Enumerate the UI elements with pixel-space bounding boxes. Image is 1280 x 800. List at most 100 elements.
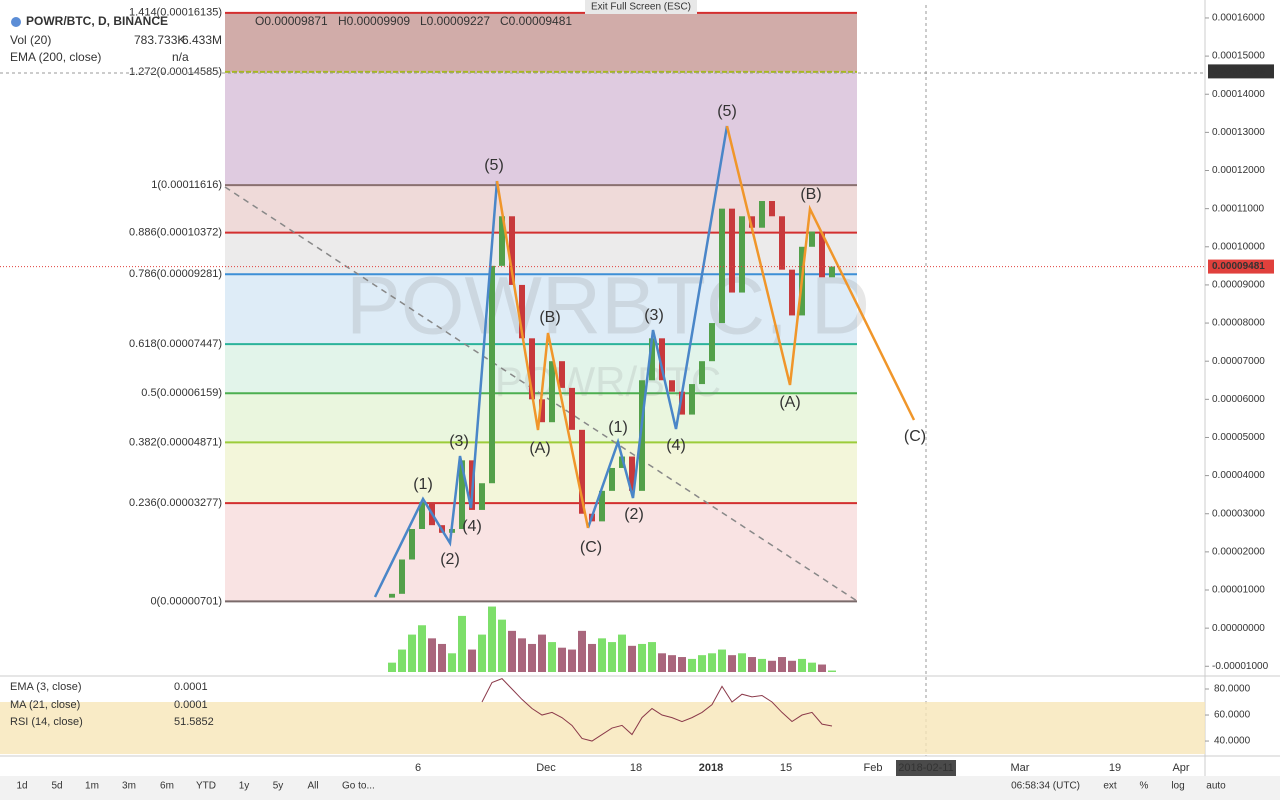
range-button[interactable]: All bbox=[307, 781, 318, 792]
range-button[interactable]: 6m bbox=[160, 781, 174, 792]
y-tick-label: 0.00012000 bbox=[1212, 165, 1265, 176]
candle bbox=[779, 216, 785, 270]
y-tick-label: 0.00015000 bbox=[1212, 51, 1265, 62]
indicator-name[interactable]: EMA (200, close) bbox=[10, 50, 101, 64]
volume-bar bbox=[738, 653, 746, 672]
volume-bar bbox=[498, 619, 506, 672]
candle bbox=[459, 460, 465, 529]
fib-label: 1(0.00011616) bbox=[151, 179, 222, 191]
option-button[interactable]: ext bbox=[1103, 781, 1117, 792]
candle bbox=[529, 338, 535, 400]
candle bbox=[509, 216, 515, 285]
range-button[interactable]: 3m bbox=[122, 781, 136, 792]
y-tick-label: 0.00001000 bbox=[1212, 585, 1265, 596]
range-button[interactable]: 1d bbox=[16, 781, 27, 792]
fib-label: 1.414(0.00016135) bbox=[129, 7, 222, 19]
fib-zone bbox=[225, 442, 857, 504]
volume-bar bbox=[538, 634, 546, 672]
candle bbox=[679, 391, 685, 415]
exit-fullscreen-text[interactable]: Exit Full Screen (ESC) bbox=[591, 2, 691, 13]
volume-bar bbox=[428, 638, 436, 672]
indicator-name[interactable]: Vol (20) bbox=[10, 33, 51, 47]
wave-label: (1) bbox=[608, 419, 628, 436]
price-marker-label: 0.00009481 bbox=[1212, 261, 1265, 272]
cursor-date: 2018-02-11 bbox=[898, 762, 953, 774]
candle bbox=[399, 559, 405, 594]
candle bbox=[539, 399, 545, 423]
candle bbox=[789, 269, 795, 316]
fib-zone bbox=[225, 503, 857, 602]
candle bbox=[709, 323, 715, 362]
volume-bar bbox=[578, 630, 586, 672]
wave-label: (2) bbox=[624, 506, 644, 523]
volume-bar bbox=[688, 658, 696, 672]
candle bbox=[599, 490, 605, 522]
symbol[interactable]: POWR/BTC, D, BINANCE bbox=[26, 14, 168, 28]
range-button[interactable]: 1m bbox=[85, 781, 99, 792]
volume-bar bbox=[518, 638, 526, 672]
wave-label: (B) bbox=[539, 309, 560, 326]
indicator-name[interactable]: MA (21, close) bbox=[10, 699, 80, 711]
volume-bar bbox=[558, 647, 566, 672]
y-tick-label: -0.00001000 bbox=[1212, 661, 1269, 672]
y-tick-label: 0.00016000 bbox=[1212, 13, 1265, 24]
fib-label: 0.886(0.00010372) bbox=[129, 227, 222, 239]
candle bbox=[819, 231, 825, 278]
indicator-value: 51.5852 bbox=[174, 716, 214, 728]
volume-bar bbox=[528, 643, 536, 672]
y-tick-label: 0.00008000 bbox=[1212, 318, 1265, 329]
x-tick-label: Apr bbox=[1172, 762, 1189, 774]
x-tick-label: Dec bbox=[536, 762, 556, 774]
ohlc-value: O0.00009871 bbox=[255, 14, 328, 28]
range-button[interactable]: 1y bbox=[239, 781, 250, 792]
price-marker bbox=[1208, 64, 1274, 79]
fib-layer: 1.414(0.00016135) 1.272(0.00014585) 1(0.00… bbox=[129, 7, 857, 607]
y-tick-label: 0.00003000 bbox=[1212, 508, 1265, 519]
option-button[interactable]: auto bbox=[1206, 781, 1226, 792]
rsi-tick-label: 60.0000 bbox=[1214, 710, 1251, 721]
range-button[interactable]: YTD bbox=[196, 781, 216, 792]
indicator-name[interactable]: EMA (3, close) bbox=[10, 681, 82, 693]
candle bbox=[549, 361, 555, 423]
goto-button[interactable]: Go to... bbox=[342, 781, 375, 792]
exit-fullscreen[interactable] bbox=[585, 0, 697, 14]
candle bbox=[659, 338, 665, 381]
volume-bar bbox=[748, 657, 756, 672]
indicator-value: n/a bbox=[172, 50, 189, 64]
rsi-band bbox=[0, 702, 1205, 755]
ohlc: O0.00009871 H0.00009909 L0.00009227 C0.0000… bbox=[255, 14, 572, 28]
rsi-pane: 80.0000 60.0000 40.0000 bbox=[0, 678, 1251, 755]
x-tick-label: 15 bbox=[780, 762, 792, 774]
y-tick-label: 0.00000000 bbox=[1212, 623, 1265, 634]
range-button[interactable]: 5y bbox=[273, 781, 284, 792]
fib-zone bbox=[225, 232, 857, 275]
candle bbox=[689, 384, 695, 415]
cursor-date-box bbox=[896, 760, 956, 776]
candle bbox=[559, 361, 565, 388]
candle bbox=[719, 208, 725, 324]
x-tick-label: Feb bbox=[864, 762, 883, 774]
range-button[interactable]: 5d bbox=[51, 781, 62, 792]
option-button[interactable]: log bbox=[1171, 781, 1184, 792]
candle bbox=[619, 456, 625, 468]
volume-bar bbox=[678, 657, 686, 672]
wave-label: (2) bbox=[440, 551, 460, 568]
fib-zone bbox=[225, 274, 857, 345]
wave-line bbox=[373, 180, 499, 598]
option-button[interactable]: % bbox=[1140, 781, 1149, 792]
fib-zone bbox=[225, 71, 857, 186]
fib-label: 0.236(0.00003277) bbox=[129, 497, 222, 509]
volume-bar bbox=[478, 634, 486, 672]
volume-bar bbox=[388, 662, 396, 672]
volume-bar bbox=[718, 649, 726, 672]
candle bbox=[669, 380, 675, 392]
wave-label: (4) bbox=[666, 437, 686, 454]
y-tick-label: 0.00007000 bbox=[1212, 356, 1265, 367]
volume-bar bbox=[828, 670, 836, 672]
symbol-icon bbox=[11, 17, 21, 27]
time-axis: 6 Dec 18 2018 15 Feb Mar 19 Apr 2018-02-11 bbox=[415, 760, 1190, 776]
rsi-tick-label: 80.0000 bbox=[1214, 684, 1251, 695]
indicator-name[interactable]: RSI (14, close) bbox=[10, 716, 83, 728]
price-marker-label: 0.00014599 bbox=[1212, 66, 1265, 77]
wave-label: (5) bbox=[484, 157, 504, 174]
